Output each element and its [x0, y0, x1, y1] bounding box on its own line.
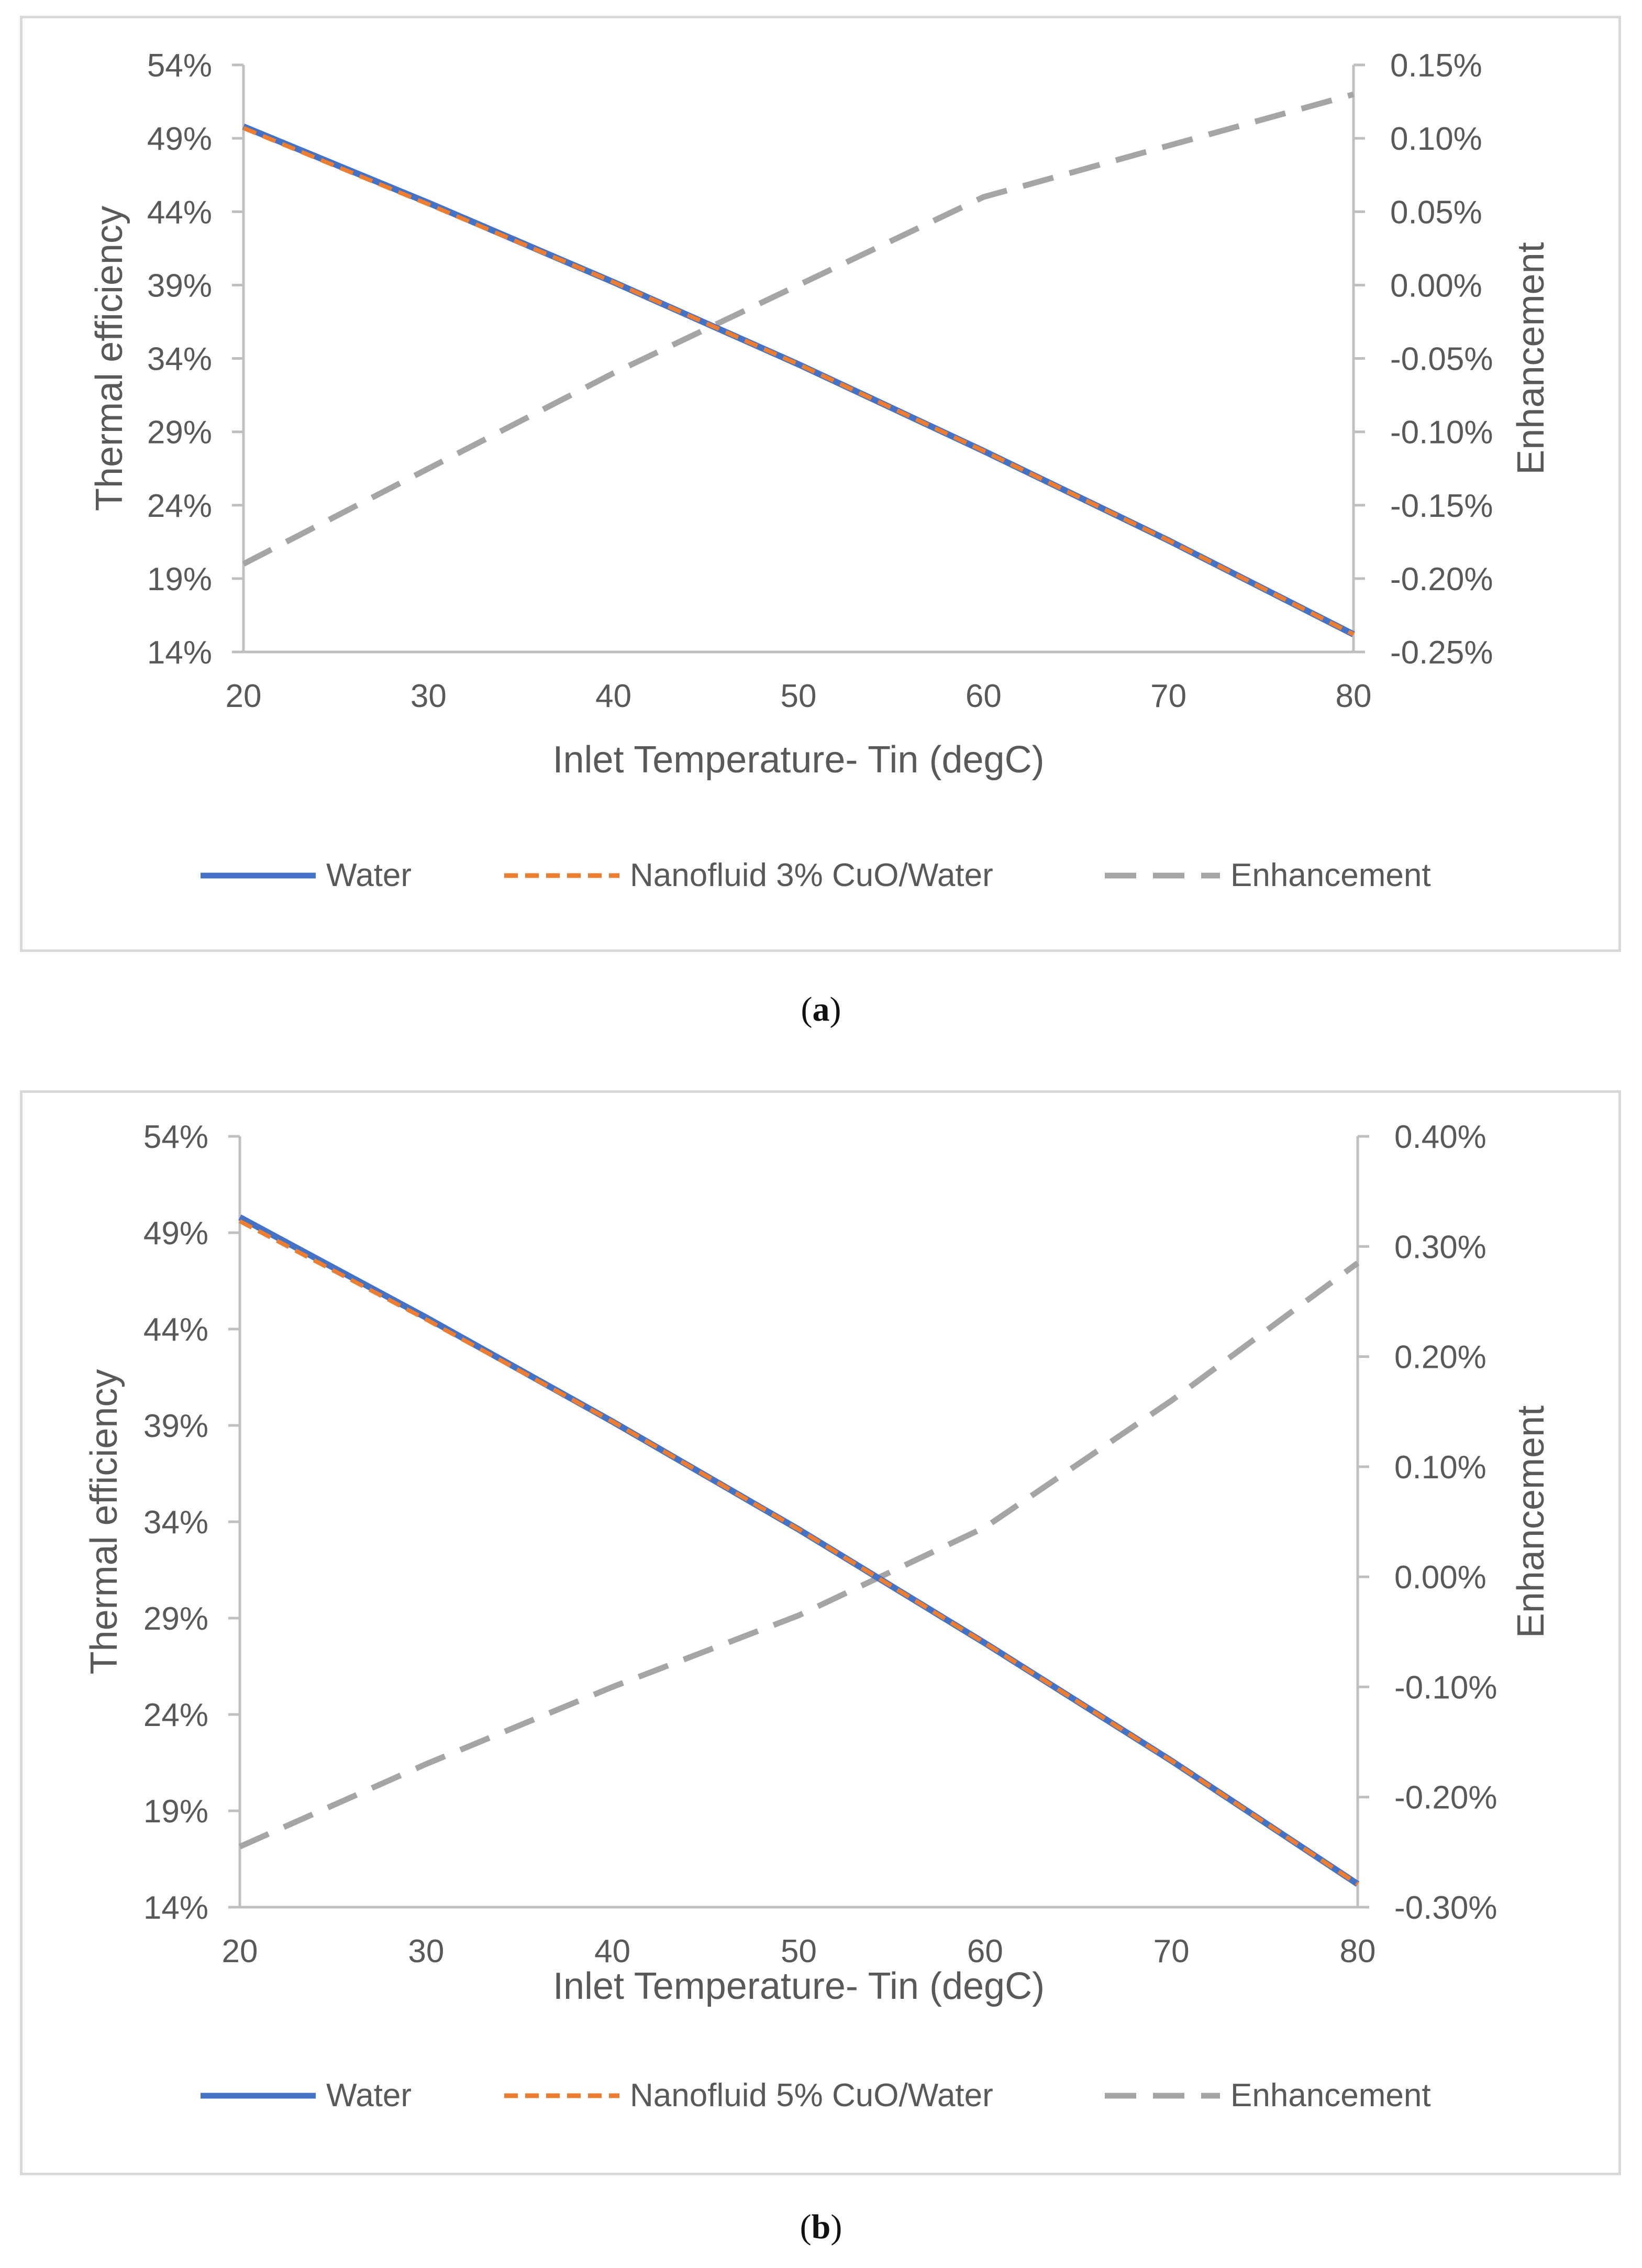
y2-tick-label: -0.05%	[1390, 341, 1493, 378]
y-tick-label: 49%	[143, 1215, 208, 1252]
x-tick-label: 30	[408, 1933, 444, 1970]
y-axis-title: Thermal efficiency	[88, 206, 130, 511]
y-tick-label: 39%	[147, 268, 212, 304]
legend-label: Water	[326, 857, 412, 893]
x-tick-label: 60	[966, 678, 1002, 714]
y-tick-label: 49%	[147, 121, 212, 157]
y-tick-label: 14%	[147, 635, 212, 671]
y-tick-label: 14%	[143, 1890, 208, 1926]
y2-tick-label: 0.40%	[1394, 1119, 1486, 1155]
x-tick-label: 20	[226, 678, 262, 714]
caption-b-label: b	[811, 2208, 831, 2246]
series-line-nanofluid-3-cuo-water	[242, 126, 1355, 636]
x-axis-title: Inlet Temperature- Tin (degC)	[552, 739, 1044, 781]
chart-panel-b	[20, 1090, 1621, 2175]
x-tick-label: 30	[410, 678, 447, 714]
y2-tick-label: 0.05%	[1390, 194, 1482, 230]
y2-tick-label: 0.20%	[1394, 1340, 1486, 1376]
y-tick-label: 44%	[143, 1312, 208, 1348]
chart-a: 14% 19% 24% 29% 34% 39% 44% 49% 54% -0.25% -0.20% -…	[88, 48, 1552, 893]
y2-axis-title: Enhancement	[1510, 242, 1552, 474]
series-line-enhancement	[242, 91, 1355, 567]
x-tick-label: 70	[1150, 678, 1186, 714]
y2-tick-label: 0.10%	[1394, 1450, 1486, 1486]
y-tick-label: 54%	[143, 1119, 208, 1155]
series-line-water	[238, 1214, 1360, 1887]
legend-label: Enhancement	[1230, 857, 1431, 893]
y2-tick-label: -0.15%	[1390, 488, 1493, 524]
y-tick-label: 29%	[143, 1601, 208, 1637]
y2-tick-label: -0.20%	[1390, 561, 1493, 598]
legend-label: Nanofluid 3% CuO/Water	[630, 857, 993, 893]
x-axis-title: Inlet Temperature- Tin (degC)	[553, 1965, 1045, 2007]
y2-axis-title: Enhancement	[1510, 1406, 1552, 1638]
y2-tick-label: 0.15%	[1390, 48, 1482, 84]
legend-label: Enhancement	[1230, 2077, 1431, 2114]
x-tick-label: 40	[594, 1933, 630, 1970]
legend-label: Water	[326, 2077, 412, 2114]
x-tick-label: 70	[1153, 1933, 1190, 1970]
x-tick-label: 60	[967, 1933, 1003, 1970]
y2-tick-label: -0.10%	[1394, 1669, 1497, 1706]
y-tick-label: 34%	[143, 1504, 208, 1541]
y-tick-label: 19%	[147, 561, 212, 598]
caption-a: (a)	[801, 990, 841, 1028]
series-line-nanofluid-5-cuo-water	[239, 1219, 1359, 1886]
x-tick-label: 40	[595, 678, 631, 714]
x-tick-label: 20	[222, 1933, 258, 1970]
caption-a-label: a	[812, 990, 830, 1028]
x-tick-label: 80	[1336, 678, 1372, 714]
y2-tick-label: -0.30%	[1394, 1890, 1497, 1926]
legend-label: Nanofluid 5% CuO/Water	[630, 2077, 993, 2114]
y-tick-label: 44%	[147, 194, 212, 230]
y-tick-label: 29%	[147, 415, 212, 451]
x-tick-label: 80	[1340, 1933, 1376, 1970]
y-tick-label: 24%	[143, 1697, 208, 1733]
y2-tick-label: -0.10%	[1390, 415, 1493, 451]
series-line-enhancement	[238, 1260, 1360, 1850]
y2-tick-label: -0.20%	[1394, 1780, 1497, 1816]
y2-tick-label: -0.25%	[1390, 635, 1493, 671]
y-tick-label: 54%	[147, 48, 212, 84]
y2-tick-label: 0.10%	[1390, 121, 1482, 157]
y-tick-label: 19%	[143, 1794, 208, 1830]
y-axis-title: Thermal efficiency	[83, 1369, 125, 1675]
series-line-water	[242, 124, 1355, 637]
y-tick-label: 24%	[147, 488, 212, 524]
caption-b: (b)	[800, 2208, 842, 2246]
x-tick-label: 50	[781, 678, 817, 714]
x-tick-label: 50	[781, 1933, 817, 1970]
y2-tick-label: 0.00%	[1394, 1559, 1486, 1596]
y-tick-label: 39%	[143, 1408, 208, 1444]
y2-tick-label: 0.30%	[1394, 1229, 1486, 1265]
y2-tick-label: 0.00%	[1390, 268, 1482, 304]
y-tick-label: 34%	[147, 341, 212, 378]
chart-b: 14% 19% 24% 29% 34% 39% 44% 49% 54% -0.30% -0.20% -…	[83, 1119, 1552, 2114]
